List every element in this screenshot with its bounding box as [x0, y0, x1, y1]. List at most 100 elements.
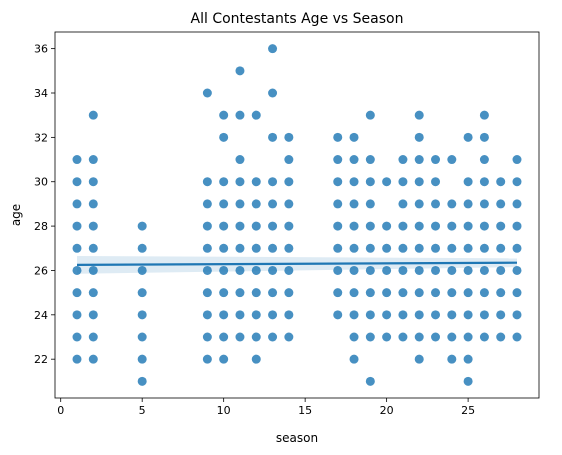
data-point: [431, 288, 441, 298]
data-point: [365, 110, 375, 120]
data-point: [463, 199, 473, 209]
data-point: [479, 177, 489, 187]
confidence-band: [77, 256, 517, 274]
data-point: [202, 221, 212, 231]
data-point: [447, 332, 457, 342]
data-point: [382, 310, 392, 320]
data-point: [398, 288, 408, 298]
y-tick-label: 28: [34, 220, 48, 233]
data-point: [219, 110, 229, 120]
data-point: [202, 265, 212, 275]
data-point: [72, 155, 82, 165]
data-point: [349, 332, 359, 342]
data-point: [333, 199, 343, 209]
y-tick-label: 22: [34, 353, 48, 366]
data-point: [88, 221, 98, 231]
y-axis-label: age: [9, 204, 23, 226]
data-point: [88, 310, 98, 320]
data-point: [382, 243, 392, 253]
data-point: [72, 177, 82, 187]
data-point: [414, 155, 424, 165]
data-point: [219, 332, 229, 342]
data-point: [512, 221, 522, 231]
data-point: [268, 199, 278, 209]
data-point: [463, 243, 473, 253]
data-point: [463, 332, 473, 342]
data-point: [88, 155, 98, 165]
data-point: [479, 132, 489, 142]
data-point: [137, 310, 147, 320]
data-point: [463, 310, 473, 320]
data-point: [479, 332, 489, 342]
data-point: [447, 310, 457, 320]
data-point: [431, 177, 441, 187]
data-point: [88, 110, 98, 120]
data-point: [88, 199, 98, 209]
data-point: [268, 288, 278, 298]
data-point: [479, 221, 489, 231]
data-point: [202, 332, 212, 342]
data-point: [72, 243, 82, 253]
data-point: [333, 132, 343, 142]
data-point: [268, 177, 278, 187]
data-point: [251, 199, 261, 209]
data-point: [72, 199, 82, 209]
data-point: [398, 177, 408, 187]
data-point: [349, 243, 359, 253]
data-point: [349, 221, 359, 231]
data-point: [479, 310, 489, 320]
data-point: [88, 265, 98, 275]
data-point: [202, 310, 212, 320]
data-point: [251, 243, 261, 253]
data-point: [382, 288, 392, 298]
data-point: [219, 265, 229, 275]
data-point: [251, 354, 261, 364]
data-point: [398, 310, 408, 320]
data-point: [235, 155, 245, 165]
data-point: [251, 332, 261, 342]
data-point: [333, 243, 343, 253]
data-point: [219, 199, 229, 209]
data-point: [512, 310, 522, 320]
data-point: [72, 265, 82, 275]
data-point: [463, 265, 473, 275]
x-tick-label: 20: [380, 404, 394, 417]
data-point: [365, 332, 375, 342]
data-point: [88, 243, 98, 253]
data-point: [496, 310, 506, 320]
data-point: [398, 221, 408, 231]
data-point: [414, 110, 424, 120]
data-point: [365, 155, 375, 165]
data-point: [463, 288, 473, 298]
data-point: [333, 155, 343, 165]
data-point: [463, 177, 473, 187]
x-tick-label: 5: [139, 404, 146, 417]
data-point: [463, 354, 473, 364]
data-point: [202, 88, 212, 98]
data-point: [512, 177, 522, 187]
data-point: [414, 332, 424, 342]
data-point: [251, 288, 261, 298]
data-point: [235, 66, 245, 76]
data-point: [202, 199, 212, 209]
y-axis: 22 24 26 28 30 32 34 36: [34, 43, 55, 366]
data-point: [349, 310, 359, 320]
data-point: [349, 265, 359, 275]
y-tick-label: 32: [34, 131, 48, 144]
data-point: [284, 221, 294, 231]
data-point: [137, 243, 147, 253]
data-point: [202, 243, 212, 253]
data-point: [284, 310, 294, 320]
data-point: [463, 221, 473, 231]
data-point: [88, 354, 98, 364]
data-point: [72, 288, 82, 298]
data-point: [268, 221, 278, 231]
data-point: [414, 310, 424, 320]
data-point: [137, 332, 147, 342]
data-point: [479, 155, 489, 165]
data-point: [333, 177, 343, 187]
data-point: [431, 265, 441, 275]
data-point: [431, 221, 441, 231]
data-point: [496, 221, 506, 231]
